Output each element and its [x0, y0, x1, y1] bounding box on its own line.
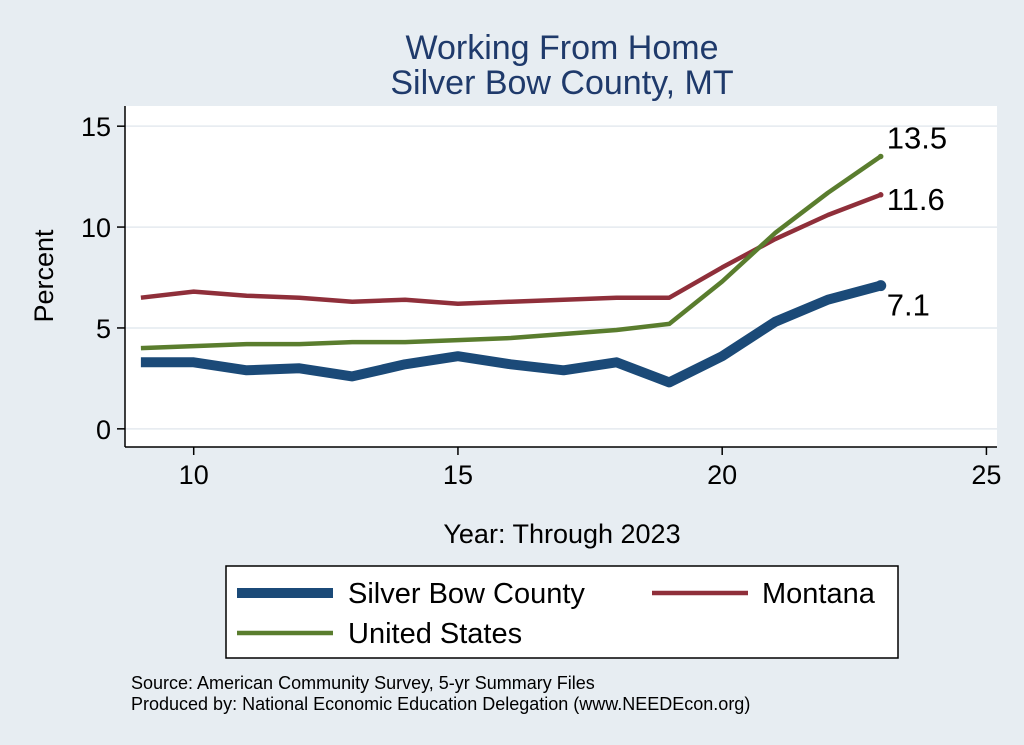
legend-label-silver-bow: Silver Bow County [348, 578, 585, 610]
series-end-point-montana [877, 192, 884, 198]
series-lines [140, 153, 887, 388]
chart-subtitle: Silver Bow County, MT [390, 64, 733, 102]
x-tick-label: 10 [179, 460, 209, 490]
series-end-point-united-states [877, 153, 884, 160]
series-line-united-states [140, 154, 882, 351]
plot-area [125, 106, 997, 447]
gridlines [125, 125, 997, 430]
axes: 0 5 10 15 10 15 20 25 [81, 106, 1001, 490]
end-labels: 7.1 11.6 13.5 [887, 120, 947, 322]
legend: Silver Bow County Montana United States [225, 565, 899, 659]
y-tick-label: 10 [81, 213, 111, 243]
producer-note: Produced by: National Economic Education… [131, 694, 750, 714]
end-label-silver-bow-county: 7.1 [887, 288, 930, 323]
x-tick-label: 15 [443, 460, 473, 490]
series-end-point-silver-bow-county [875, 280, 887, 292]
legend-label-united-states: United States [348, 618, 522, 650]
y-tick-label: 5 [96, 314, 111, 344]
x-tick-label: 25 [971, 460, 1001, 490]
end-label-united-states: 13.5 [887, 120, 947, 155]
chart-title: Working From Home [406, 29, 719, 67]
series-line-silver-bow-county [140, 280, 882, 388]
x-tick-label: 20 [707, 460, 737, 490]
y-axis-title: Percent [29, 229, 59, 323]
source-note: Source: American Community Survey, 5-yr … [131, 673, 595, 693]
legend-label-montana: Montana [762, 578, 876, 610]
legend-box [225, 565, 899, 659]
x-axis-title: Year: Through 2023 [443, 519, 680, 549]
end-label-montana: 11.6 [887, 182, 945, 217]
y-tick-label: 0 [96, 415, 111, 445]
y-tick-label: 15 [81, 112, 111, 142]
